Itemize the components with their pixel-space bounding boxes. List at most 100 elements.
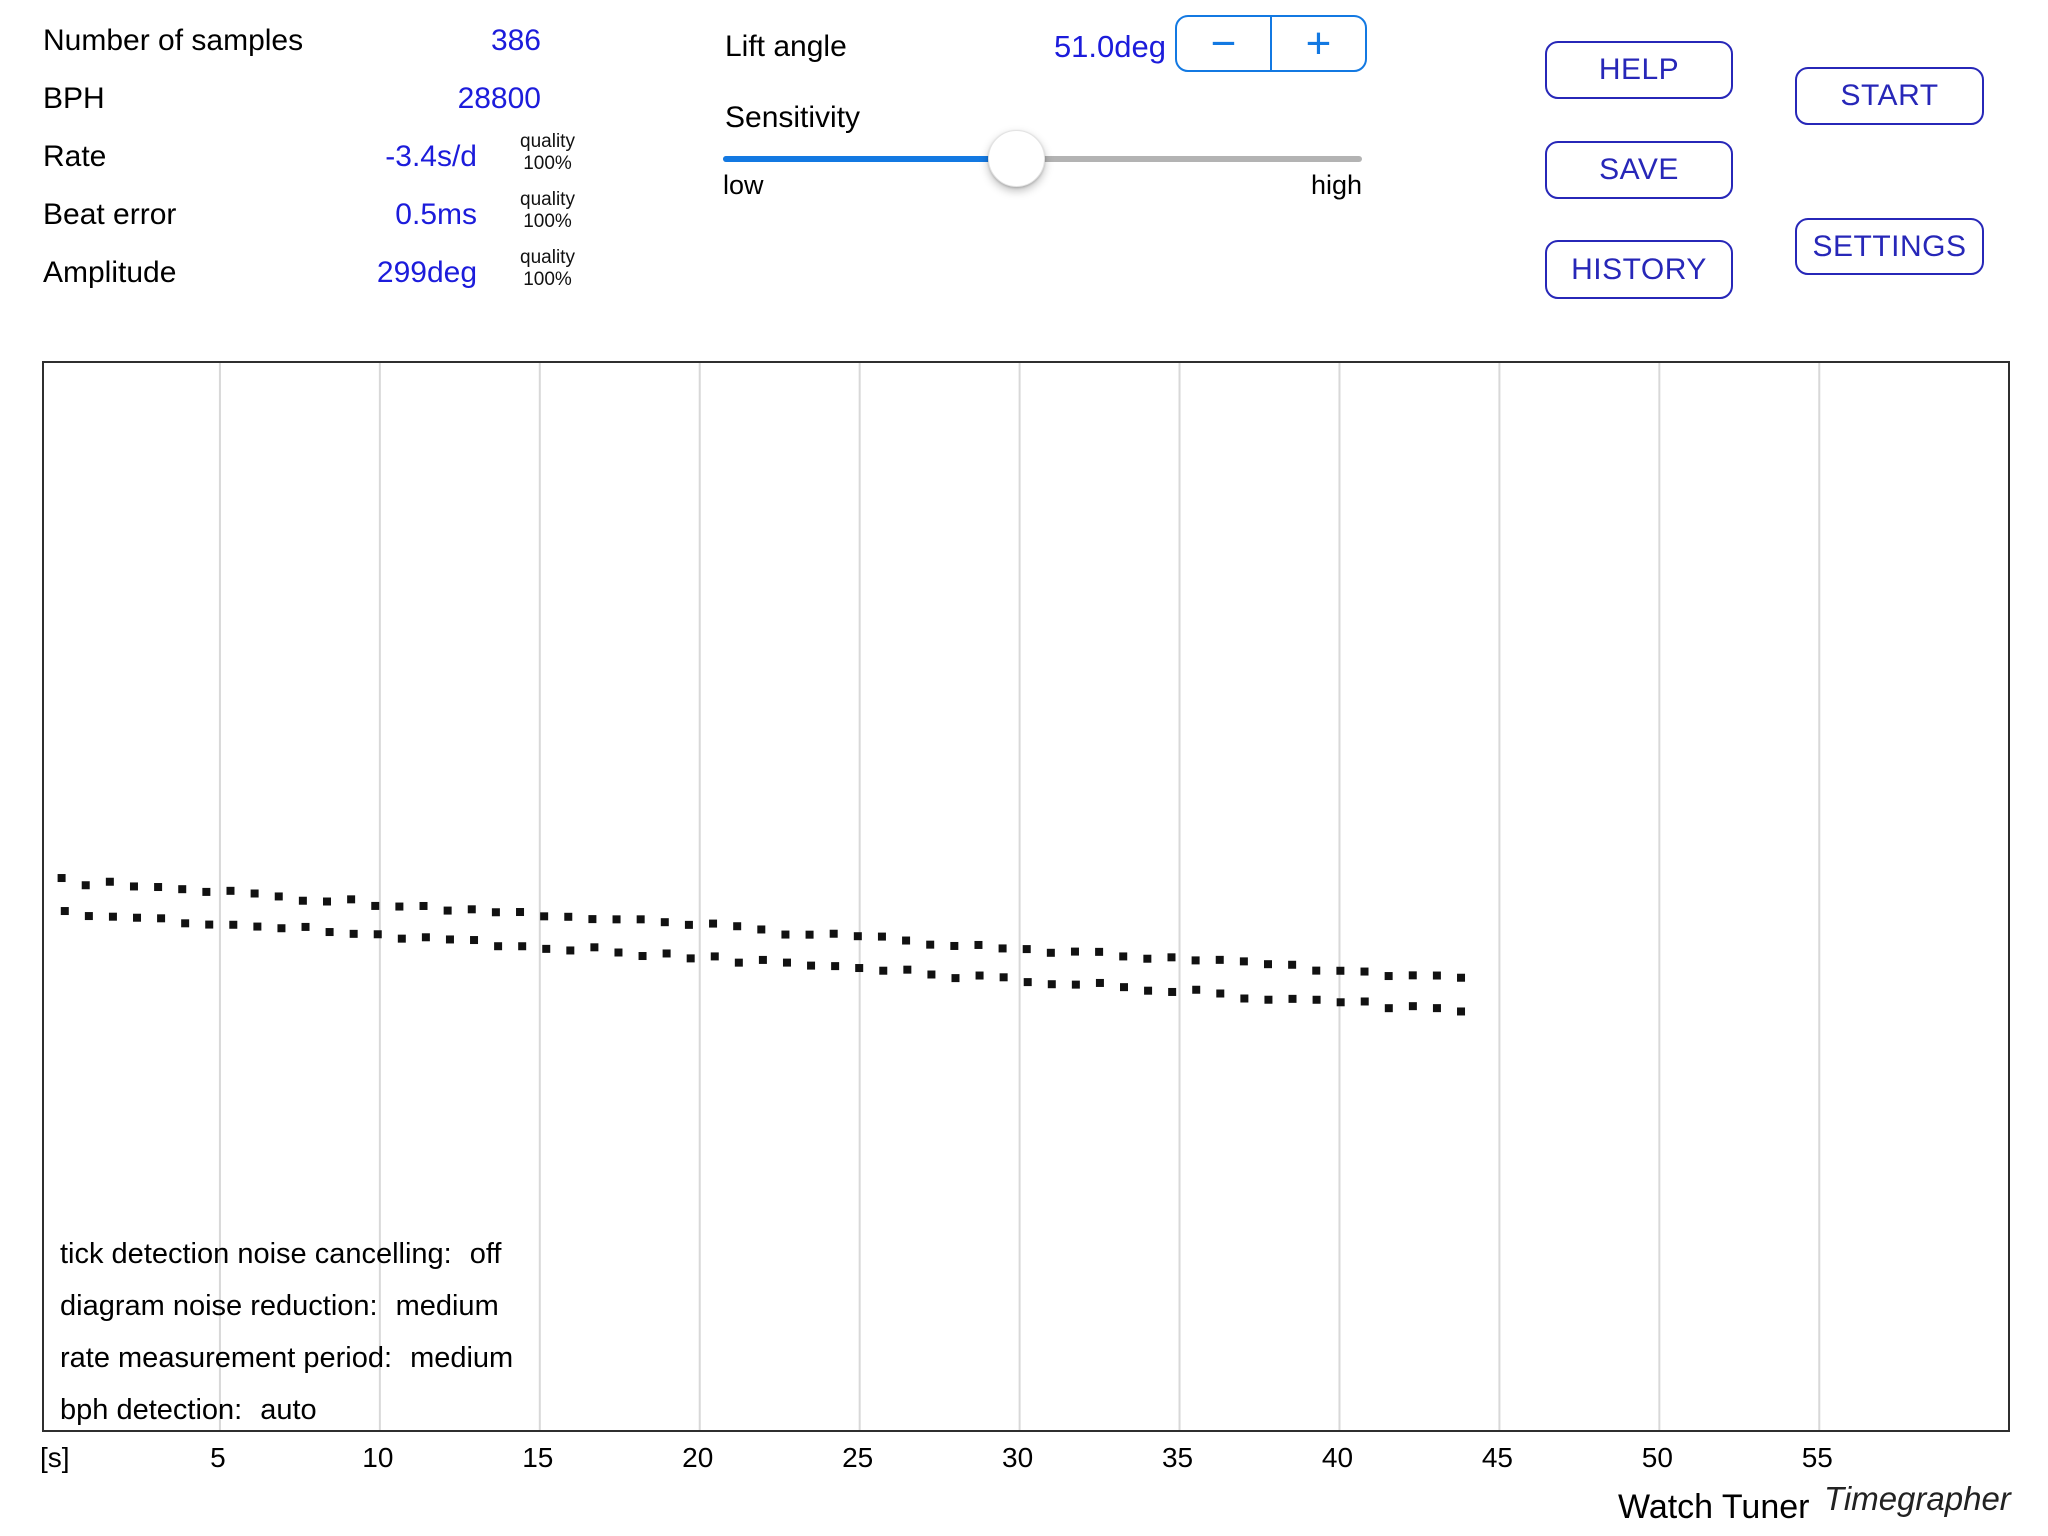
beat-trace-dot [757,925,766,934]
samples-label: Number of samples [43,24,304,57]
start-button[interactable]: START [1795,67,1984,125]
beat-trace-dot [1312,966,1321,975]
beat-trace-dot [684,920,693,929]
beat-trace-dot [709,919,718,928]
beat-trace-dot [1240,994,1249,1003]
amplitude-quality: quality 100% [505,247,590,291]
lift-angle-label: Lift angle [725,30,847,63]
beat-error-quality: quality 100% [505,189,590,233]
beat-trace-dot [1144,986,1153,995]
x-axis-tick-label: 25 [842,1442,874,1473]
beat-trace-dot [1408,971,1417,980]
bph-label: BPH [43,82,105,115]
timegrapher-chart [42,361,2010,1432]
beat-trace-dot [1070,947,1079,956]
beat-trace-dot [1263,960,1272,969]
beat-trace-dot [660,918,669,927]
beat-trace-dot [1384,972,1393,981]
beat-trace-dot [1432,971,1441,980]
beat-trace-dot [902,936,911,945]
beat-trace-dot [1023,978,1032,987]
annotation-name: tick detection noise cancelling: [60,1238,452,1270]
lift-angle-increment-button[interactable]: + [1270,17,1365,70]
beat-trace-dot [879,966,888,975]
beat-trace-dot [903,965,912,974]
annotation-name: bph detection: [60,1394,243,1426]
beat-trace-dot [1360,967,1369,976]
beat-trace-dot [1191,956,1200,965]
beat-trace-dot [1408,1002,1417,1011]
beat-trace-dot [758,955,767,964]
beat-trace-dot [662,949,671,958]
beat-trace-dot [1143,954,1152,963]
help-button[interactable]: HELP [1545,41,1733,99]
beat-trace-dot [566,946,575,955]
beat-trace-dot [373,930,382,939]
beat-trace-dot [831,962,840,971]
beat-trace-dot [274,892,283,901]
beat-trace-dot [205,920,214,929]
sensitivity-high-label: high [1310,170,1362,200]
sensitivity-low-label: low [723,170,764,200]
lift-angle-value: 51.0deg [1053,29,1166,64]
beat-trace-dot [1457,973,1466,982]
beat-trace-dot [638,952,647,961]
beat-trace-dot [1047,980,1056,989]
beat-trace-dot [301,922,310,931]
quality-caption: quality [520,247,575,268]
sensitivity-slider-fill [723,156,1017,162]
settings-button[interactable]: SETTINGS [1795,218,1984,275]
beat-trace-dot [1312,995,1321,1004]
save-button[interactable]: SAVE [1545,141,1733,199]
x-axis-tick-label: 35 [1161,1442,1194,1473]
beat-trace-dot [1457,1007,1466,1016]
beat-trace-plot [57,363,1821,1430]
beat-trace-dot [614,948,623,957]
beat-trace-dot [202,887,211,896]
beat-trace-dot [494,942,503,951]
beat-trace-dot [636,915,645,924]
beat-trace-dot [829,929,838,938]
beat-trace-dot [1336,998,1345,1007]
sensitivity-slider-thumb[interactable] [988,130,1046,187]
beat-trace-dot [516,908,525,917]
beat-trace-dot [518,942,527,951]
beat-trace-dot [877,932,886,941]
rate-label: Rate [43,140,107,173]
quality-caption: quality [520,131,575,152]
amplitude-value: 299deg [376,256,477,289]
beat-trace-dot [229,920,238,929]
quality-percent: 100% [523,211,572,232]
beat-trace-dot [1071,980,1080,989]
annotation-value: auto [260,1394,317,1426]
beat-trace-dot [782,958,791,967]
annotation-name: diagram noise reduction: [60,1290,378,1322]
annotation-value: medium [395,1290,499,1322]
lift-angle-stepper: − + [1175,15,1367,72]
history-button[interactable]: HISTORY [1545,240,1733,299]
beat-trace-dot [298,896,307,905]
beat-trace-dot [1288,994,1297,1003]
x-axis-unit-label: [s] [40,1442,70,1473]
beat-trace-dot [445,935,454,944]
sensitivity-slider[interactable] [723,130,1362,187]
beat-trace-dot [950,941,959,950]
x-axis-tick-label: 40 [1321,1442,1354,1473]
beat-trace-dot [108,912,117,921]
lift-angle-decrement-button[interactable]: − [1177,17,1270,70]
beat-trace-dot [542,944,551,953]
beat-trace-dot [1239,957,1248,966]
annotation-bph-detection: bph detection: auto [60,1394,317,1427]
beat-trace-dot [590,943,599,952]
beat-trace-dot [154,883,163,892]
beat-trace-dot [60,907,69,916]
rate-quality: quality 100% [505,131,590,175]
x-axis-tick-label: 55 [1801,1442,1833,1473]
beat-trace-dot [181,919,190,928]
annotation-rate-period: rate measurement period: medium [60,1342,513,1375]
x-axis-tick-label: 10 [362,1442,394,1473]
x-axis-tick-label: 15 [522,1442,554,1473]
sensitivity-label: Sensitivity [725,101,861,134]
rate-value: -3.4s/d [385,140,477,173]
beat-trace-dot [1360,997,1369,1006]
